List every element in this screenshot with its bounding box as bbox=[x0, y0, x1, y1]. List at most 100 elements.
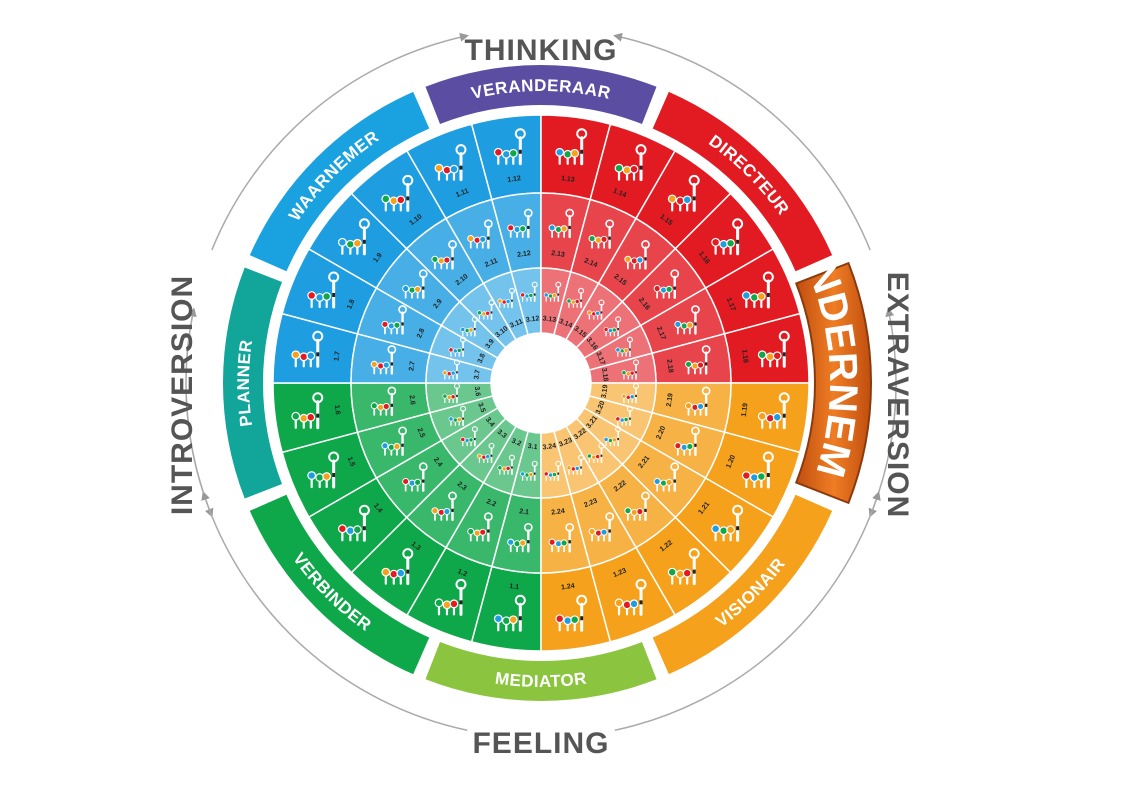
pin-icon bbox=[621, 382, 640, 404]
pin-icon bbox=[566, 454, 585, 475]
segment-code: 2.7 bbox=[408, 361, 416, 372]
pin-icon bbox=[555, 128, 588, 166]
pin-icon bbox=[507, 208, 533, 239]
pin-icon bbox=[624, 240, 650, 270]
type-band-mediator bbox=[425, 642, 657, 702]
pin-icons bbox=[291, 128, 790, 632]
segment-code: 1.20 bbox=[725, 454, 737, 469]
pin-icon bbox=[431, 491, 457, 522]
type-band-ondernemer bbox=[794, 261, 872, 505]
pin-icon bbox=[615, 336, 633, 357]
segment-code: 2.14 bbox=[583, 257, 598, 269]
pin-icon bbox=[337, 218, 370, 256]
segment-code: 3.7 bbox=[473, 369, 481, 380]
segment-code: 2.4 bbox=[432, 456, 444, 468]
axis-arrows bbox=[185, 32, 897, 731]
pin-icon bbox=[653, 462, 680, 492]
pin-icon bbox=[520, 460, 538, 482]
pin-icon bbox=[442, 359, 460, 380]
axis-arrow-arc-tl bbox=[211, 32, 469, 251]
pin-icon bbox=[741, 451, 774, 489]
type-band-planner bbox=[223, 267, 282, 499]
segment-code: 1.3 bbox=[410, 541, 422, 553]
pin-icon bbox=[685, 386, 711, 417]
segment-code: 3.1 bbox=[527, 443, 538, 451]
pin-icon bbox=[460, 426, 478, 447]
segment-code: 1.24 bbox=[561, 583, 576, 592]
type-band-verbinder bbox=[249, 494, 430, 675]
segment-code: 2.5 bbox=[415, 427, 425, 439]
pin-icon bbox=[507, 522, 533, 553]
segment-code: 2.19 bbox=[666, 393, 675, 408]
pin-icon bbox=[477, 299, 495, 320]
segment-code: 2.3 bbox=[456, 481, 468, 493]
pin-icon bbox=[291, 330, 324, 368]
pin-icon bbox=[614, 144, 647, 182]
segment-code: 3.5 bbox=[476, 402, 486, 414]
pin-icon bbox=[337, 504, 370, 542]
segment-code: 2.13 bbox=[551, 250, 566, 259]
segment-code: 1.8 bbox=[346, 299, 356, 311]
pin-icon bbox=[711, 504, 744, 542]
pin-icon bbox=[381, 174, 414, 212]
segment-code: 3.20 bbox=[595, 400, 607, 415]
pin-icon bbox=[431, 240, 457, 270]
pin-icon bbox=[588, 512, 615, 542]
pin-icon bbox=[543, 281, 562, 302]
segment-code: 3.9 bbox=[485, 338, 497, 350]
pin-icon bbox=[588, 219, 615, 249]
pin-icon bbox=[477, 442, 495, 464]
pin-icon bbox=[685, 345, 711, 375]
segment-code: 1.7 bbox=[333, 351, 341, 362]
segment-code: 3.18 bbox=[600, 367, 609, 382]
segment-code: 3.24 bbox=[542, 443, 557, 452]
pin-icon bbox=[624, 491, 650, 522]
pin-icon bbox=[603, 426, 622, 447]
pin-icon bbox=[548, 208, 575, 239]
type-band-waarnemer bbox=[249, 91, 430, 272]
segment-code: 1.4 bbox=[372, 502, 384, 514]
pin-icon bbox=[653, 269, 680, 299]
pin-icon bbox=[402, 269, 428, 299]
pin-icon bbox=[741, 271, 774, 309]
segment-code: 3.23 bbox=[558, 437, 573, 449]
segment-code: 1.19 bbox=[741, 403, 750, 418]
segment-code: 2.6 bbox=[408, 395, 416, 406]
pin-icon bbox=[586, 442, 605, 464]
pin-icon bbox=[497, 454, 515, 475]
pin-icon bbox=[757, 330, 790, 368]
segment-code: 3.2 bbox=[510, 438, 522, 448]
segment-code: 1.5 bbox=[346, 456, 356, 468]
pin-icon bbox=[460, 316, 478, 337]
segment-code: 1.17 bbox=[725, 297, 737, 312]
pin-icon bbox=[615, 405, 633, 427]
segment-code: 1.18 bbox=[740, 349, 749, 364]
segment-code: 1.13 bbox=[561, 175, 576, 184]
pin-icon bbox=[586, 299, 605, 320]
pin-icon bbox=[307, 271, 340, 309]
pin-icon bbox=[291, 392, 324, 430]
pin-icon bbox=[543, 460, 562, 482]
pin-icon bbox=[603, 316, 622, 337]
pin-icon bbox=[621, 359, 640, 380]
segment-code: 1.1 bbox=[509, 583, 520, 591]
pin-icon bbox=[667, 174, 700, 212]
pin-icon bbox=[402, 462, 428, 492]
pin-icon bbox=[497, 287, 515, 309]
segment-code: 3.3 bbox=[496, 429, 508, 441]
segment-code: 2.11 bbox=[484, 257, 499, 269]
pin-icon bbox=[434, 144, 467, 182]
pin-icon bbox=[370, 386, 397, 417]
axis-arrow-arc-r2 bbox=[885, 307, 897, 445]
segment-code: 3.4 bbox=[484, 416, 496, 428]
pin-icon bbox=[381, 548, 414, 586]
pin-icon bbox=[711, 218, 744, 256]
pin-icon bbox=[467, 219, 493, 249]
pin-icon bbox=[448, 405, 467, 427]
segment-code: 1.6 bbox=[333, 405, 341, 416]
segment-code: 1.12 bbox=[507, 175, 522, 184]
pin-icon bbox=[757, 392, 790, 430]
pin-icon bbox=[370, 345, 397, 375]
segment-code: 3.19 bbox=[601, 384, 610, 399]
